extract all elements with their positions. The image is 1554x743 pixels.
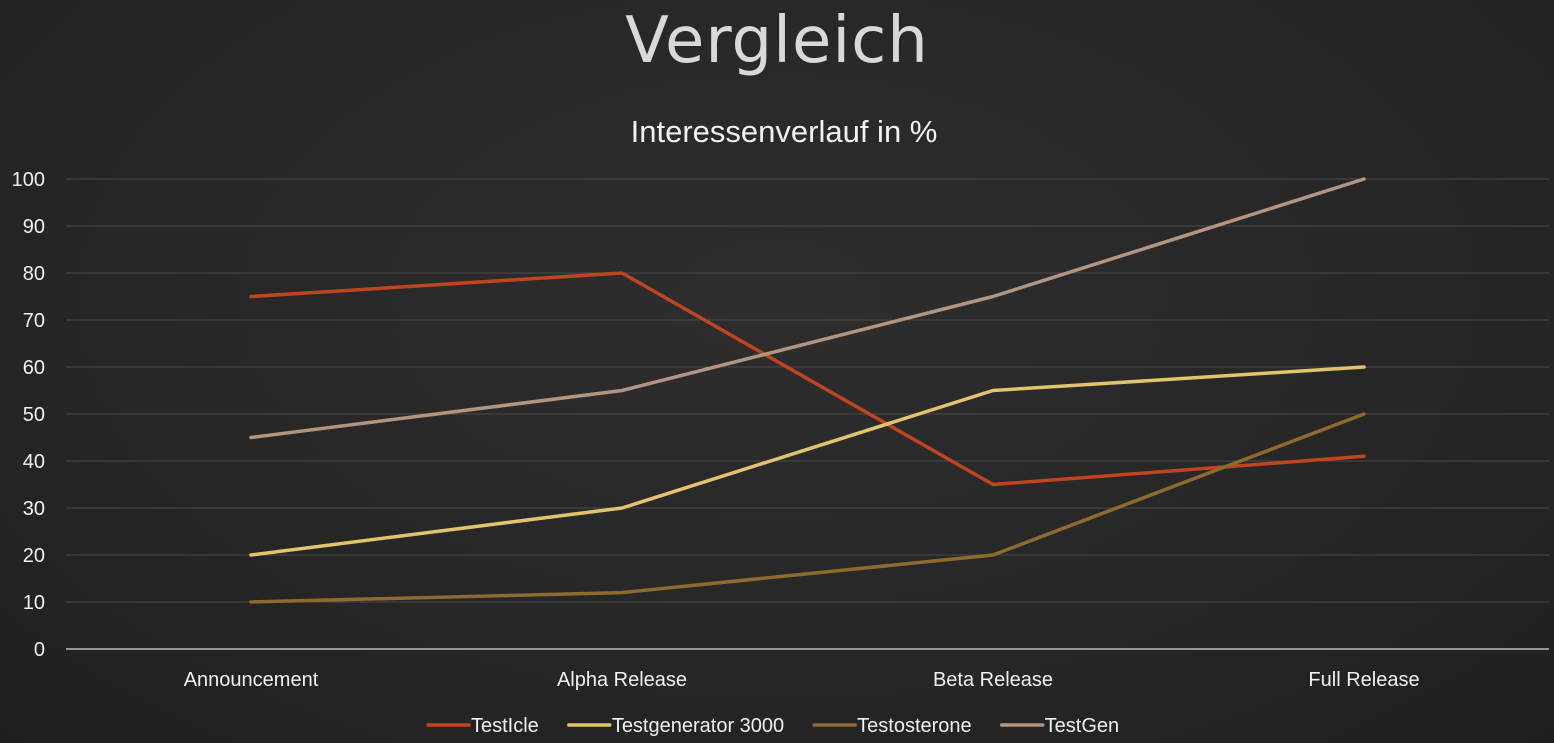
x-axis-tick-labels: Announcement Alpha Release Beta Release Ful… [184, 669, 1420, 691]
y-tick-label: 20 [23, 545, 45, 567]
y-tick-label: 0 [34, 639, 45, 661]
chart-title: Interessenverlauf in % [631, 114, 938, 149]
series-line-4 [249, 177, 1366, 440]
y-tick-label: 40 [23, 451, 45, 473]
y-tick-label: 80 [23, 263, 45, 285]
x-tick-label: Beta Release [933, 669, 1053, 691]
y-tick-label: 60 [23, 357, 45, 379]
y-tick-label: 100 [12, 169, 45, 191]
series-lines [249, 177, 1366, 604]
x-tick-label: Announcement [184, 669, 319, 691]
gridlines [66, 178, 1549, 650]
legend-label: TestGen [1045, 715, 1119, 737]
series-line-1 [249, 271, 1366, 487]
legend-label: Testosterone [857, 715, 972, 737]
legend-label: TestIcle [471, 715, 539, 737]
x-tick-label: Full Release [1308, 669, 1419, 691]
y-tick-label: 70 [23, 310, 45, 332]
y-tick-label: 10 [23, 592, 45, 614]
y-tick-label: 30 [23, 498, 45, 520]
slide-title: Vergleich [625, 4, 929, 78]
legend: TestIcle Testgenerator 3000 Testosterone Te… [426, 715, 1119, 737]
y-axis-tick-labels: 0 10 20 30 40 50 60 70 80 90 100 [12, 169, 45, 661]
y-tick-label: 90 [23, 216, 45, 238]
legend-label: Testgenerator 3000 [612, 715, 784, 737]
y-tick-label: 50 [23, 404, 45, 426]
series-line-2 [249, 365, 1366, 557]
x-tick-label: Alpha Release [557, 669, 687, 691]
series-line-3 [249, 412, 1366, 604]
